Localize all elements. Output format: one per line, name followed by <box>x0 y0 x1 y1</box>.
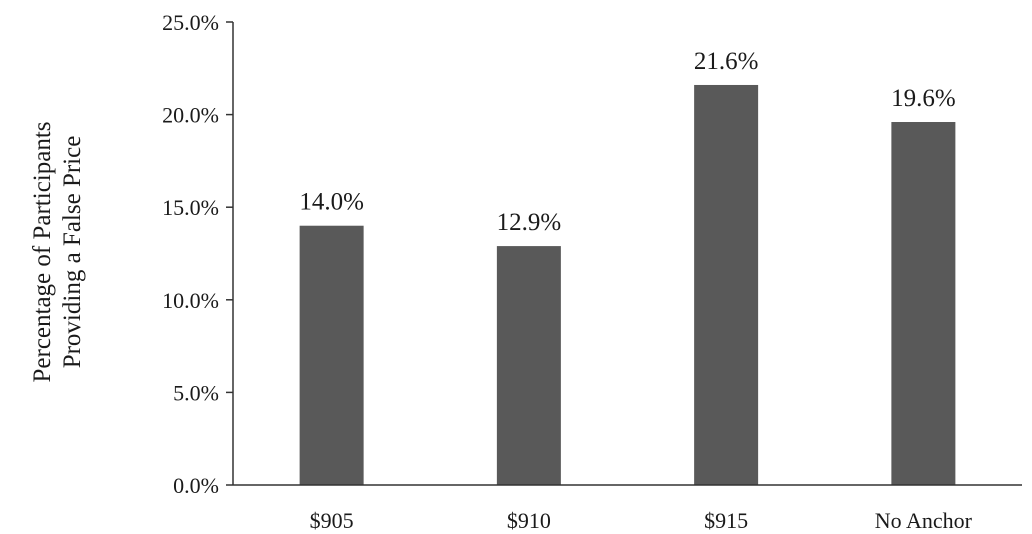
bar <box>891 122 956 486</box>
y-axis-title: Percentage of Participants Providing a F… <box>29 121 86 382</box>
y-tick-label: 25.0% <box>162 10 219 35</box>
y-axis-title-line-2: Providing a False Price <box>59 136 86 369</box>
bar-value-label: 12.9% <box>497 209 562 236</box>
y-tick-label: 5.0% <box>173 380 219 405</box>
x-category-label: $910 <box>507 508 551 533</box>
y-tick-label: 10.0% <box>162 288 219 313</box>
bar-value-label: 19.6% <box>891 85 956 112</box>
y-tick-label: 0.0% <box>173 473 219 498</box>
y-axis-title-line-1: Percentage of Participants <box>29 121 56 382</box>
y-tick-label: 15.0% <box>162 195 219 220</box>
data-labels: 14.0% 12.9% 21.6% 19.6% <box>299 48 955 236</box>
bar <box>299 225 364 485</box>
y-tick-label: 20.0% <box>162 103 219 128</box>
bars <box>299 84 956 486</box>
x-category-label: No Anchor <box>875 508 973 533</box>
bar <box>496 246 561 485</box>
x-axis-labels: $905 $910 $915 No Anchor <box>310 508 973 533</box>
y-axis-ticks: 0.0% 5.0% 10.0% 15.0% 20.0% 25.0% <box>162 10 233 498</box>
x-category-label: $905 <box>310 508 354 533</box>
bar <box>694 84 759 485</box>
x-category-label: $915 <box>704 508 748 533</box>
bar-value-label: 14.0% <box>299 189 364 216</box>
bar-value-label: 21.6% <box>694 48 759 75</box>
